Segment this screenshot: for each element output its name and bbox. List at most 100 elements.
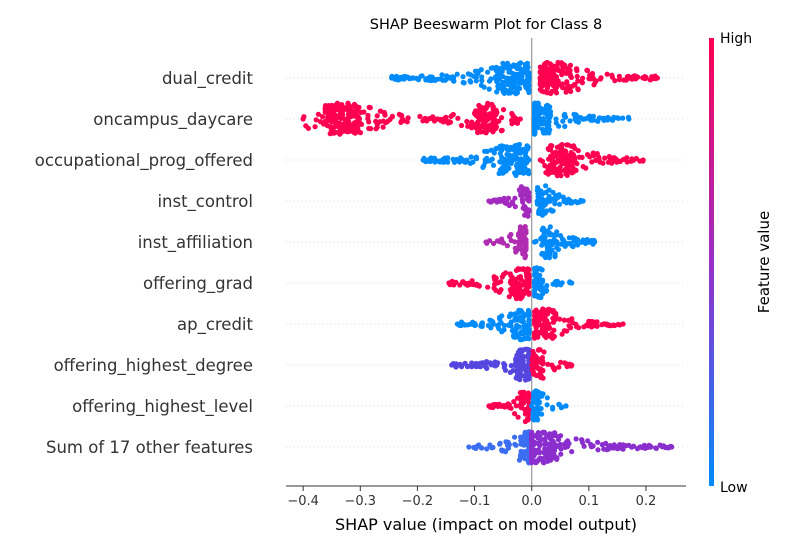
shap-point	[518, 373, 524, 379]
feature-label: inst_affiliation	[138, 233, 253, 253]
shap-point	[466, 444, 472, 450]
shap-point	[529, 444, 535, 450]
shap-point	[497, 440, 503, 446]
shap-point	[504, 243, 510, 249]
feature-label: ap_credit	[177, 315, 254, 335]
shap-point	[595, 439, 601, 445]
shap-point	[510, 113, 516, 119]
shap-point	[498, 73, 504, 79]
shap-point	[500, 60, 506, 66]
shap-point	[552, 201, 558, 207]
shap-point	[523, 208, 529, 214]
shap-point	[356, 120, 362, 126]
shap-point	[483, 105, 489, 111]
shap-point	[590, 117, 596, 123]
shap-point	[374, 113, 380, 119]
shap-point	[479, 104, 485, 110]
shap-point	[534, 267, 540, 273]
shap-point	[526, 280, 532, 286]
shap-point	[556, 364, 562, 370]
shap-point	[401, 118, 407, 124]
shap-point	[539, 279, 545, 285]
shap-point	[553, 116, 559, 122]
shap-point	[484, 365, 490, 371]
shap-point	[539, 108, 545, 114]
shap-point	[530, 391, 537, 398]
shap-point	[596, 115, 603, 121]
shap-point	[516, 324, 522, 330]
shap-point	[574, 68, 580, 74]
shap-point	[523, 437, 529, 443]
shap-point	[518, 186, 524, 192]
shap-point	[351, 113, 358, 119]
shap-point	[551, 333, 558, 340]
shap-point	[507, 90, 514, 96]
shap-point	[480, 164, 486, 170]
shap-point	[501, 271, 507, 278]
shap-point	[526, 266, 532, 273]
shap-point	[542, 197, 548, 203]
shap-point	[521, 192, 527, 198]
shap-point	[547, 325, 553, 331]
shap-point	[525, 213, 531, 219]
shap-point	[549, 208, 555, 214]
shap-point	[544, 76, 550, 82]
shap-point	[614, 115, 620, 121]
shap-point	[540, 239, 546, 245]
shap-point	[583, 165, 589, 171]
shap-point	[540, 210, 546, 216]
shap-point	[303, 123, 309, 129]
shap-point	[585, 321, 591, 327]
shap-point	[487, 442, 493, 448]
shap-point	[460, 74, 466, 80]
shap-point	[572, 146, 578, 152]
shap-point	[544, 85, 551, 91]
shap-point	[464, 157, 470, 163]
shap-point	[529, 452, 535, 458]
shap-point	[532, 130, 538, 136]
x-tick-label: 0.0	[521, 494, 542, 509]
shap-point	[493, 121, 499, 127]
shap-point	[575, 86, 581, 92]
shap-point	[450, 156, 456, 162]
shap-point	[526, 376, 532, 382]
shap-point	[420, 157, 426, 163]
shap-point	[506, 234, 513, 240]
shap-point	[437, 159, 443, 165]
shap-point	[531, 351, 537, 357]
shap-point	[418, 73, 424, 79]
shap-point	[440, 119, 446, 125]
shap-point	[562, 360, 568, 366]
shap-point	[497, 289, 503, 295]
shap-point	[564, 363, 570, 370]
feature-label: dual_credit	[162, 69, 254, 89]
shap-point	[366, 104, 372, 110]
shap-point	[475, 122, 481, 128]
shap-point	[479, 74, 485, 80]
shap-point	[330, 124, 336, 131]
feature-label: offering_highest_level	[72, 397, 253, 417]
shap-point	[566, 235, 572, 241]
shap-point	[486, 86, 492, 92]
shap-point	[563, 403, 569, 409]
shap-point	[565, 317, 572, 323]
shap-point	[560, 85, 566, 91]
shap-point	[431, 155, 438, 161]
shap-point	[536, 274, 542, 280]
shap-point	[488, 126, 494, 132]
shap-point	[546, 244, 552, 250]
shap-point	[512, 89, 518, 95]
shap-point	[547, 332, 553, 338]
shap-point	[547, 61, 553, 67]
shap-point	[505, 63, 512, 69]
shap-point	[604, 446, 610, 452]
shap-point	[461, 80, 467, 86]
shap-point	[497, 316, 503, 322]
shap-point	[531, 371, 537, 377]
shap-point	[510, 153, 516, 159]
shap-point	[589, 72, 595, 78]
shap-point	[542, 234, 548, 240]
shap-point	[312, 124, 318, 130]
colorbar-gradient	[709, 38, 714, 486]
shap-point	[532, 271, 538, 277]
